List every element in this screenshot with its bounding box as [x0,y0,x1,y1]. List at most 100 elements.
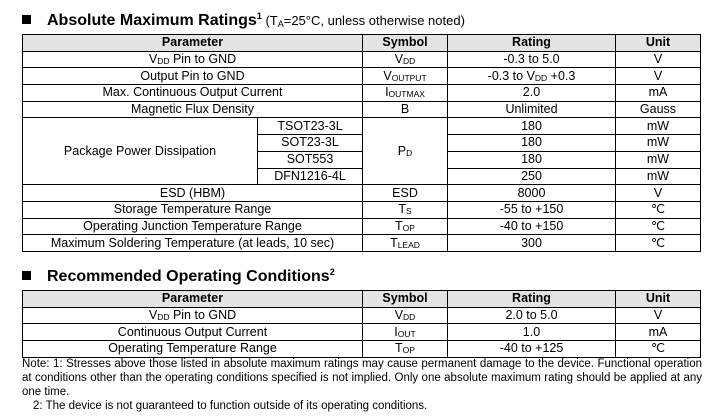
text-part: DD [157,312,170,323]
text-part: D [406,147,413,158]
table-row: VDD Pin to GND VDD 2.0 to 5.0 V [22,306,701,325]
parameter-cell: VDD Pin to GND [22,306,363,325]
text-part: P [397,143,407,158]
table-row: Package Power Dissipation TSOT23-3L PD 180 m… [22,117,701,186]
parameter-cell: ESD (HBM) [22,184,363,202]
rating-cell: Unlimited [447,100,616,119]
unit-cell: V [615,67,701,86]
text-part: T [398,202,406,217]
text-part: T [390,235,398,250]
text-part: +0.3 [547,68,576,83]
rating-cell: 2.0 [447,84,616,102]
package-cell: DFN1216-4L [257,167,363,186]
text-part: S [405,206,412,217]
rating-cell: 180 [447,134,616,152]
symbol-cell: TLEAD [362,234,448,252]
rating-cell: 300 [447,234,616,252]
package-cell: SOT23-3L [257,134,363,152]
text-part: OP [402,222,415,233]
symbol-cell: TOP [362,340,448,358]
text-part: DD [157,56,170,67]
package-cell: TSOT23-3L [257,117,363,136]
table-row: Maximum Soldering Temperature (at leads,… [22,234,701,252]
rating-cell: -55 to +150 [447,200,616,219]
unit-cell: ℃ [615,200,701,219]
rating-cell: 250 [447,167,616,186]
unit-cell: mA [615,323,701,342]
text-part: I [394,324,398,339]
text-part: V [148,52,158,67]
unit-cell: ℃ [615,340,701,358]
header-cell: Symbol [362,34,448,52]
text-part: V [383,68,392,83]
unit-cell: V [615,50,701,69]
text-part: =25°C, unless otherwise noted) [283,13,465,28]
table-row: SOT553 180 mW [23,150,701,169]
unit-cell: ℃ [615,234,701,252]
symbol-cell: TS [362,200,448,219]
rating-cell: 180 [447,150,616,169]
header-cell: Unit [615,290,701,308]
table-row: Output Pin to GND VOUTPUT -0.3 to VDD +0.3… [22,67,701,86]
rating-cell: -40 to +125 [447,340,616,358]
ratings-table: Parameter Symbol Rating Unit VDD Pin to GND V… [22,34,701,252]
table-row: Continuous Output Current IOUT 1.0 mA [22,323,701,342]
unit-cell: mW [615,150,701,169]
table-row: Max. Continuous Output Current IOUTMAX 2.0… [22,84,701,102]
symbol-cell: VDD [362,306,448,325]
text-part: OP [402,345,415,356]
text-part: (T [261,13,278,28]
table-row: Operating Junction Temperature Range TOP -… [22,217,701,236]
unit-cell: mW [615,167,701,186]
table-row: Storage Temperature Range TS -55 to +150 ℃ [22,200,701,219]
table-row: ESD (HBM) ESD 8000 V [22,184,701,202]
text-part: Pin to GND [169,308,237,323]
parameter-cell: Output Pin to GND [22,67,363,86]
parameter-cell: Continuous Output Current [22,323,363,342]
symbol-cell: IOUTMAX [362,84,448,102]
text-part: OUT [397,328,416,339]
rating-cell: 8000 [447,184,616,202]
text-part: V [394,308,404,323]
symbol-cell: VDD [362,50,448,69]
text-part: DD [403,56,416,67]
text-part: DD [534,72,548,83]
section-title: Absolute Maximum Ratings1 (TA=25°C, unle… [22,12,465,30]
symbol-cell: IOUT [362,323,448,342]
unit-cell: ℃ [615,217,701,236]
text-part: Recommended Operating Conditions [47,268,330,285]
parameter-cell: Package Power Dissipation [22,117,258,186]
parameter-cell: Operating Junction Temperature Range [22,217,363,236]
symbol-cell: PD [362,117,448,186]
unit-cell: Gauss [615,100,701,119]
rating-cell: 1.0 [447,323,616,342]
text-part: I [385,85,389,100]
header-cell: Parameter [22,290,363,308]
text-part: A [277,19,284,29]
rating-cell: -0.3 to VDD +0.3 [447,67,616,86]
text-part: Absolute Maximum Ratings [47,12,257,29]
parameter-cell: Max. Continuous Output Current [22,84,363,102]
rating-cell: 180 [447,117,616,136]
text-part: OUTMAX [388,89,425,100]
text-part: DD [403,312,416,323]
table-row: Parameter Symbol Rating Unit [22,290,701,308]
rating-cell: 2.0 to 5.0 [447,306,616,325]
text-part: T [395,218,403,233]
text-part: V [394,52,404,67]
section-title: Recommended Operating Conditions2 [22,268,335,286]
unit-cell: mA [615,84,701,102]
text-part: T [395,341,403,356]
text-part: 2 [329,267,335,277]
unit-cell: mW [615,134,701,152]
symbol-cell: TOP [362,217,448,236]
header-cell: Rating [447,34,616,52]
text-part: V [148,308,158,323]
unit-cell: mW [615,117,701,136]
rating-cell: -0.3 to 5.0 [447,50,616,69]
text-part: LEAD [397,239,420,250]
header-cell: Parameter [22,34,363,52]
parameter-cell: Magnetic Flux Density [22,100,363,119]
header-cell: Unit [615,34,701,52]
table-row: VDD Pin to GND VDD -0.3 to 5.0 V [22,50,701,69]
